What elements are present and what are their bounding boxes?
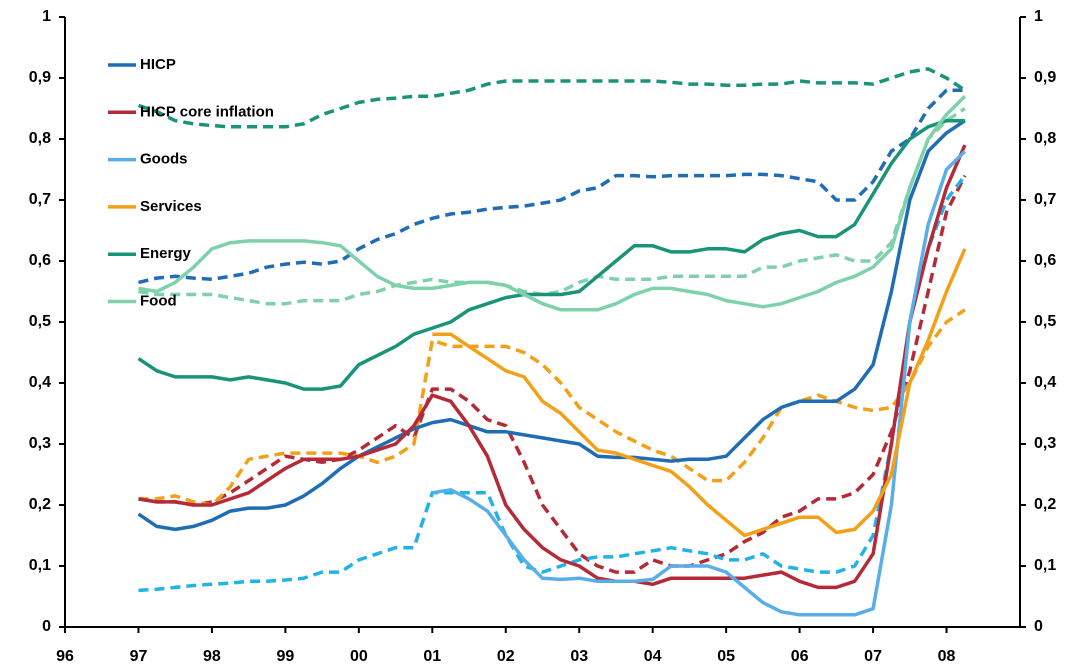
dashed-line — [138, 88, 965, 285]
dashed-line — [138, 107, 966, 306]
y2-tick-label: 1 — [1034, 8, 1043, 25]
legend-label: HICP — [140, 56, 176, 73]
x-tick-label: 03 — [570, 648, 588, 665]
dashed-line — [137, 67, 966, 129]
series-line — [138, 144, 967, 590]
series-line — [137, 119, 966, 532]
series-line — [137, 118, 965, 391]
x-tick-label: 97 — [130, 648, 148, 665]
legend-label: Food — [140, 292, 177, 309]
y2-tick-label: 0,6 — [1034, 252, 1056, 269]
y2-tick-label: 0,5 — [1034, 313, 1056, 330]
y-tick-label: 0,3 — [29, 435, 51, 452]
y-tick-label: 0,9 — [29, 69, 51, 86]
legend-label: Energy — [140, 245, 192, 262]
legend-label: Goods — [140, 151, 188, 168]
x-tick-label: 02 — [497, 648, 515, 665]
y2-tick-label: 0 — [1034, 618, 1043, 635]
series-line — [432, 248, 967, 538]
y-tick-label: 0,7 — [29, 191, 51, 208]
y2-tick-label: 0,9 — [1034, 69, 1056, 86]
series-line — [138, 95, 967, 312]
x-tick-label: 98 — [203, 648, 221, 665]
y-tick-label: 0,5 — [29, 313, 51, 330]
x-tick-label: 05 — [717, 648, 735, 665]
x-tick-label: 04 — [644, 648, 662, 665]
y2-tick-label: 0,7 — [1034, 191, 1056, 208]
series-line — [432, 149, 967, 617]
legend: HICP HICP core inflation Goods Services Ener… — [108, 56, 274, 309]
x-tick-label: 00 — [350, 648, 368, 665]
y2-tick-label: 0,3 — [1034, 435, 1056, 452]
x-tick-label: 99 — [276, 648, 294, 665]
x-tick-label: 07 — [864, 648, 882, 665]
y2-tick-label: 0,1 — [1034, 557, 1056, 574]
y-tick-label: 0,4 — [29, 374, 51, 391]
x-tick-label: 01 — [423, 648, 441, 665]
dashed-line — [138, 174, 967, 574]
x-tick-label: 06 — [791, 648, 809, 665]
dashed-line — [138, 174, 967, 593]
y-tick-label: 0,2 — [29, 496, 51, 513]
legend-label: HICP core inflation — [140, 103, 274, 120]
y-tick-label: 0 — [42, 618, 51, 635]
y2-tick-label: 0,2 — [1034, 496, 1056, 513]
y2-tick-label: 0,4 — [1034, 374, 1056, 391]
y-tick-label: 0,1 — [29, 557, 51, 574]
x-tick-label: 96 — [56, 648, 74, 665]
legend-label: Services — [140, 198, 202, 215]
y-tick-label: 1 — [42, 8, 51, 25]
dashed-line — [138, 308, 966, 507]
y-tick-label: 0,6 — [29, 252, 51, 269]
y-tick-label: 0,8 — [29, 130, 51, 147]
y2-tick-label: 0,8 — [1034, 130, 1056, 147]
x-tick-label: 08 — [938, 648, 956, 665]
